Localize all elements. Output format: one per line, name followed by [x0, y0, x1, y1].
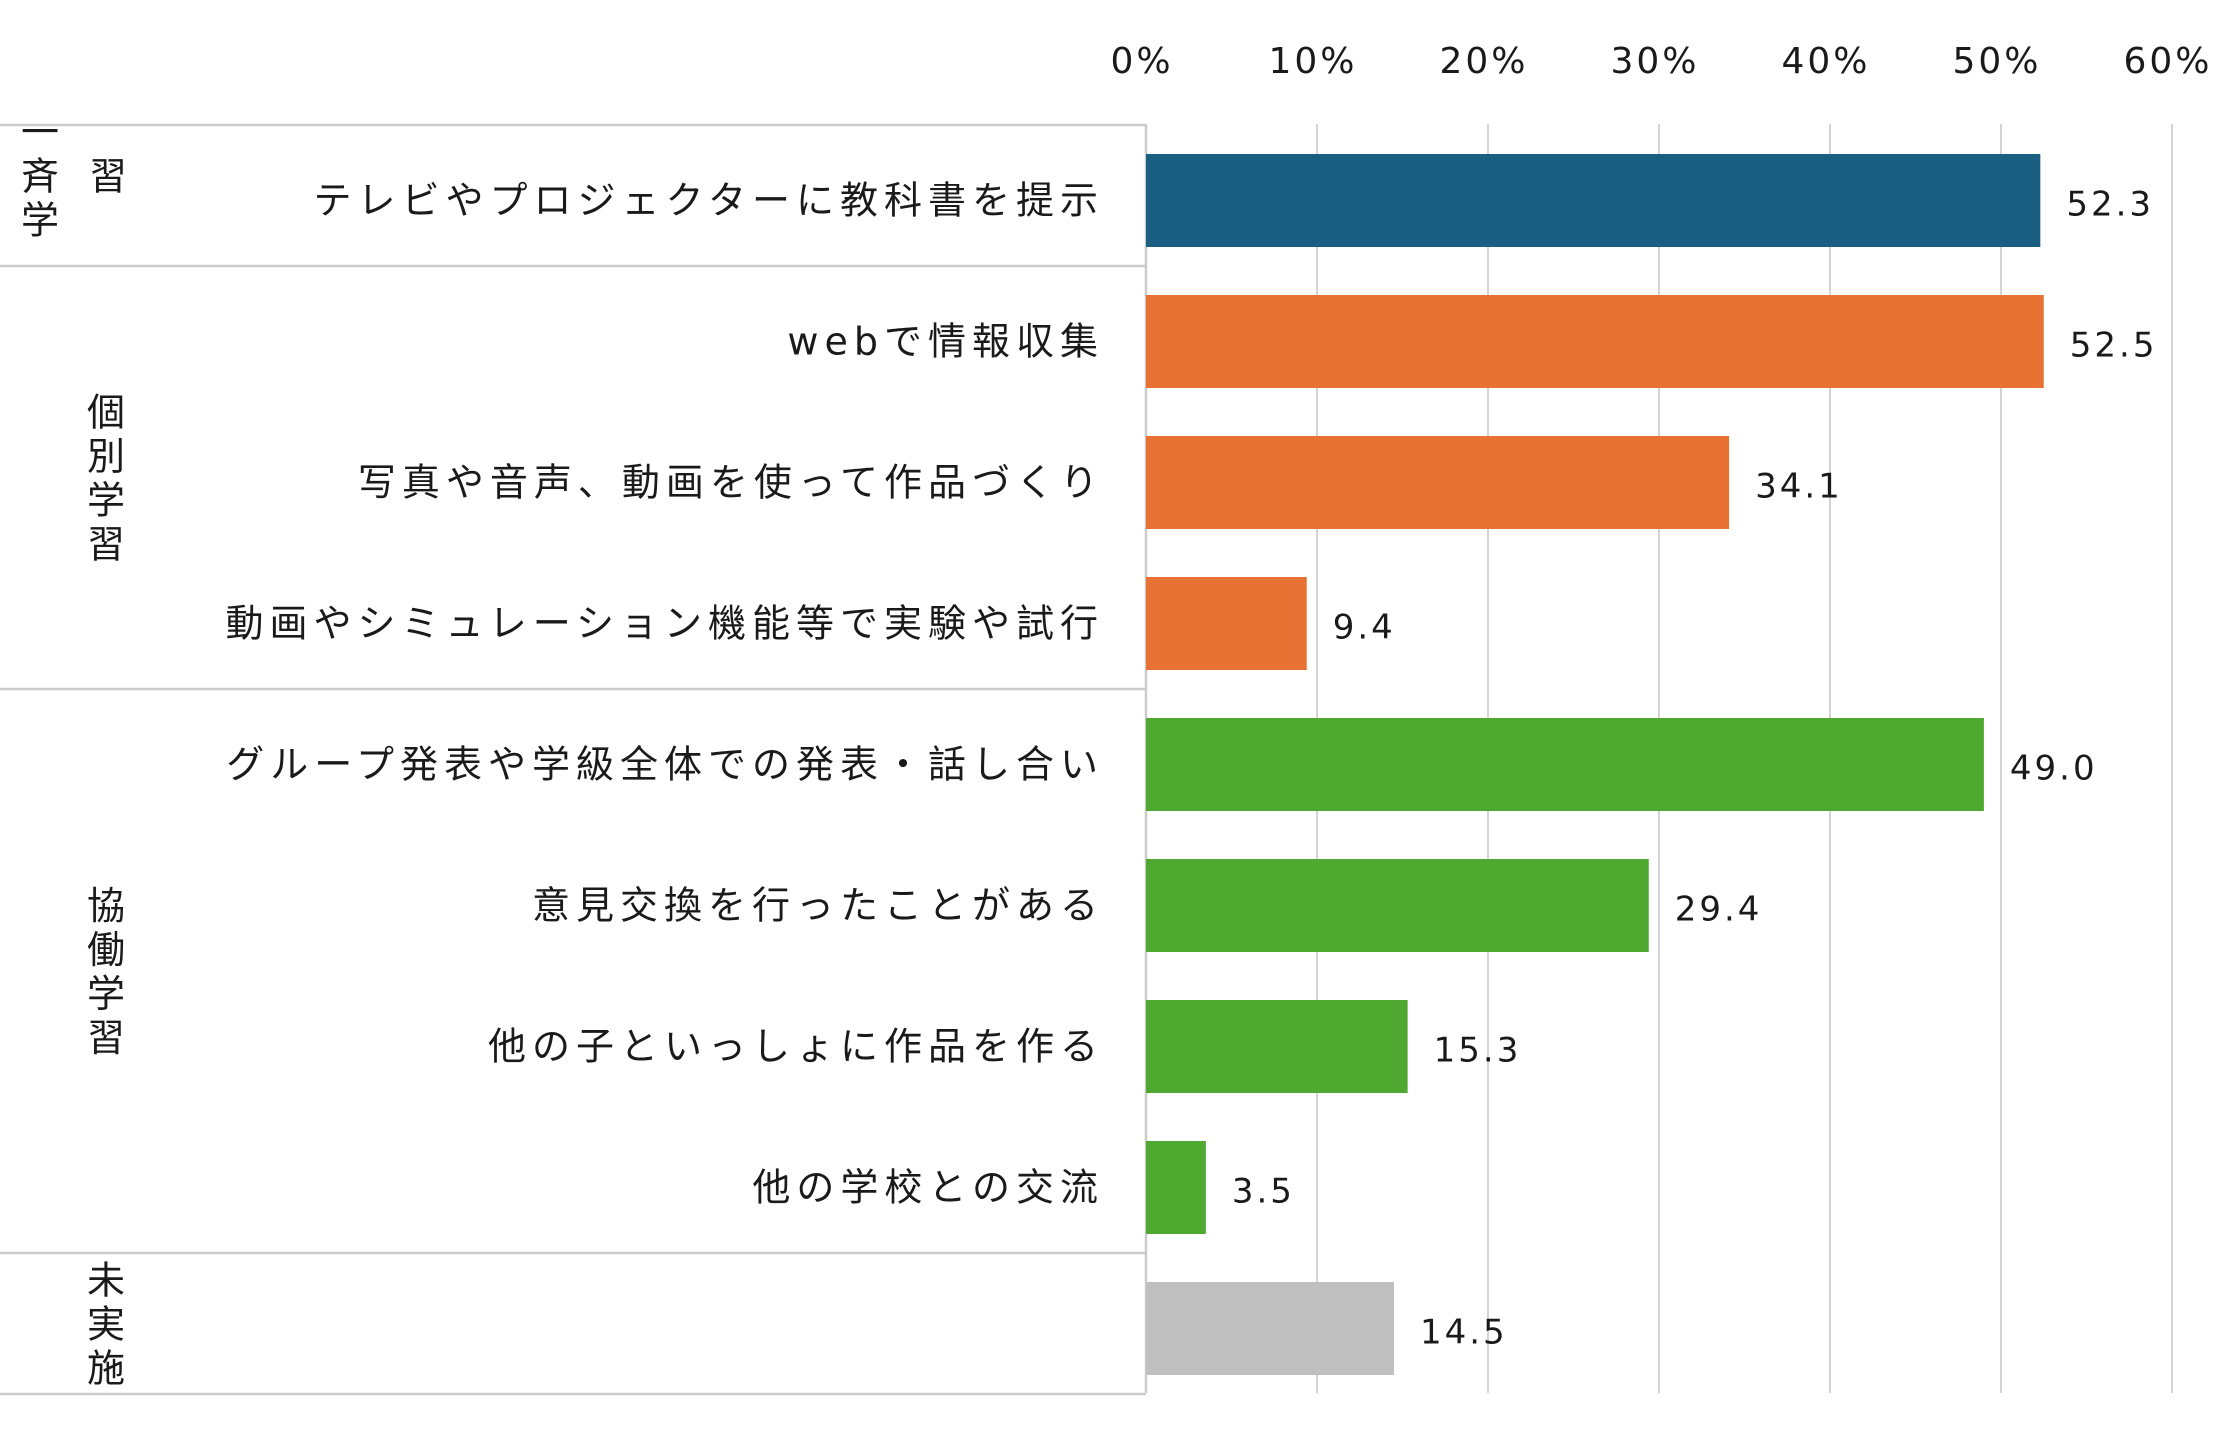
group-label-char: 学 — [87, 972, 129, 1016]
group-label-char: 協 — [87, 884, 129, 928]
bar — [1146, 718, 1984, 811]
bar — [1146, 295, 2044, 388]
value-label: 49.0 — [2010, 749, 2098, 789]
value-labels: 52.3 52.5 34.1 9.4 49.0 29.4 15.3 3.5 14.5 — [1232, 185, 2158, 1353]
bar — [1146, 1282, 1394, 1375]
bar — [1146, 436, 1730, 529]
bar — [1146, 1141, 1206, 1234]
category-label: 他の学校との交流 — [752, 1166, 1104, 1210]
category-label: 意見交換を行ったことがある — [532, 884, 1104, 928]
group-label-char: 斉 — [21, 155, 63, 199]
category-label: テレビやプロジェクターに教科書を提示 — [314, 179, 1104, 223]
group-label-char: 習 — [87, 1016, 129, 1060]
x-tick-label: 0% — [1110, 41, 1173, 82]
value-label: 52.5 — [2070, 326, 2158, 366]
value-label: 34.1 — [1755, 467, 1843, 507]
bar — [1146, 154, 2041, 247]
x-tick-label: 30% — [1610, 41, 1699, 82]
group-label-char: 学 — [87, 479, 129, 523]
group-label-char: 一 — [21, 111, 63, 155]
group-label-char: 個 — [87, 391, 129, 435]
x-tick-label: 50% — [1952, 41, 2041, 82]
group-label-char: 別 — [87, 435, 129, 479]
x-tick-label: 10% — [1268, 41, 1357, 82]
value-label: 9.4 — [1333, 608, 1396, 648]
group-label-char: 学 — [21, 199, 63, 243]
category-labels: テレビやプロジェクターに教科書を提示 webで情報収集写真や音声、動画を使って作品… — [226, 179, 1104, 1210]
group-label-char: 習 — [87, 523, 129, 567]
category-label: グループ発表や学級全体での発表・話し合い — [226, 743, 1104, 787]
value-label: 52.3 — [2066, 185, 2154, 225]
bar — [1146, 577, 1307, 670]
x-tick-label: 40% — [1781, 41, 1870, 82]
group-label: 未実施 — [87, 1259, 129, 1391]
bar — [1146, 859, 1649, 952]
x-axis-ticks: 0% 10% 20% 30% 40% 50% 60% — [1110, 41, 2212, 82]
value-label: 3.5 — [1232, 1172, 1295, 1212]
group-label-char: 施 — [87, 1347, 129, 1391]
value-label: 15.3 — [1434, 1031, 1522, 1071]
bars — [1146, 154, 2044, 1375]
group-label-char: 実 — [87, 1303, 129, 1347]
category-label: 他の子といっしょに作品を作る — [488, 1025, 1104, 1069]
group-label-char: 習 — [89, 155, 131, 199]
category-label: 動画やシミュレーション機能等で実験や試行 — [226, 602, 1104, 646]
category-label: 写真や音声、動画を使って作品づくり — [358, 461, 1104, 505]
bar — [1146, 1000, 1408, 1093]
group-label-char: 未 — [87, 1259, 129, 1303]
value-label: 14.5 — [1420, 1313, 1508, 1353]
value-label: 29.4 — [1675, 890, 1763, 930]
x-tick-label: 20% — [1439, 41, 1528, 82]
category-label: webで情報収集 — [787, 320, 1104, 364]
x-tick-label: 60% — [2123, 41, 2212, 82]
group-label-char: 働 — [87, 928, 129, 972]
